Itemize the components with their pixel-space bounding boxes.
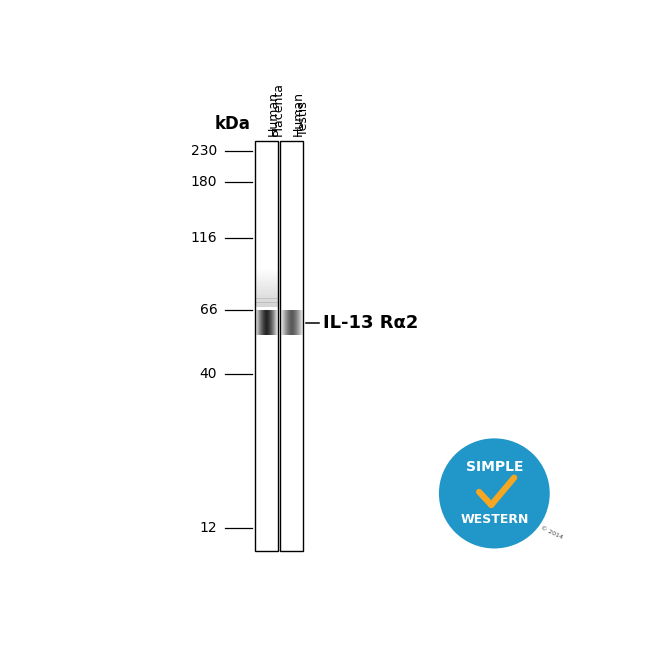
Circle shape bbox=[439, 438, 550, 549]
Text: SIMPLE: SIMPLE bbox=[465, 460, 523, 474]
Text: 116: 116 bbox=[190, 231, 217, 246]
Text: 40: 40 bbox=[200, 367, 217, 381]
Bar bbox=[280, 140, 304, 551]
Text: Human: Human bbox=[266, 90, 280, 136]
Text: Testis: Testis bbox=[297, 101, 310, 136]
Text: 230: 230 bbox=[191, 144, 217, 158]
Text: 66: 66 bbox=[200, 304, 217, 317]
Bar bbox=[255, 140, 278, 551]
Text: © 2014: © 2014 bbox=[540, 526, 564, 540]
Text: 180: 180 bbox=[190, 176, 217, 189]
Text: Human: Human bbox=[292, 90, 305, 136]
Text: IL-13 Rα2: IL-13 Rα2 bbox=[323, 313, 419, 332]
Text: Placenta: Placenta bbox=[272, 81, 285, 136]
Text: 12: 12 bbox=[200, 521, 217, 535]
Text: WESTERN: WESTERN bbox=[460, 514, 528, 526]
Text: kDa: kDa bbox=[214, 115, 251, 133]
